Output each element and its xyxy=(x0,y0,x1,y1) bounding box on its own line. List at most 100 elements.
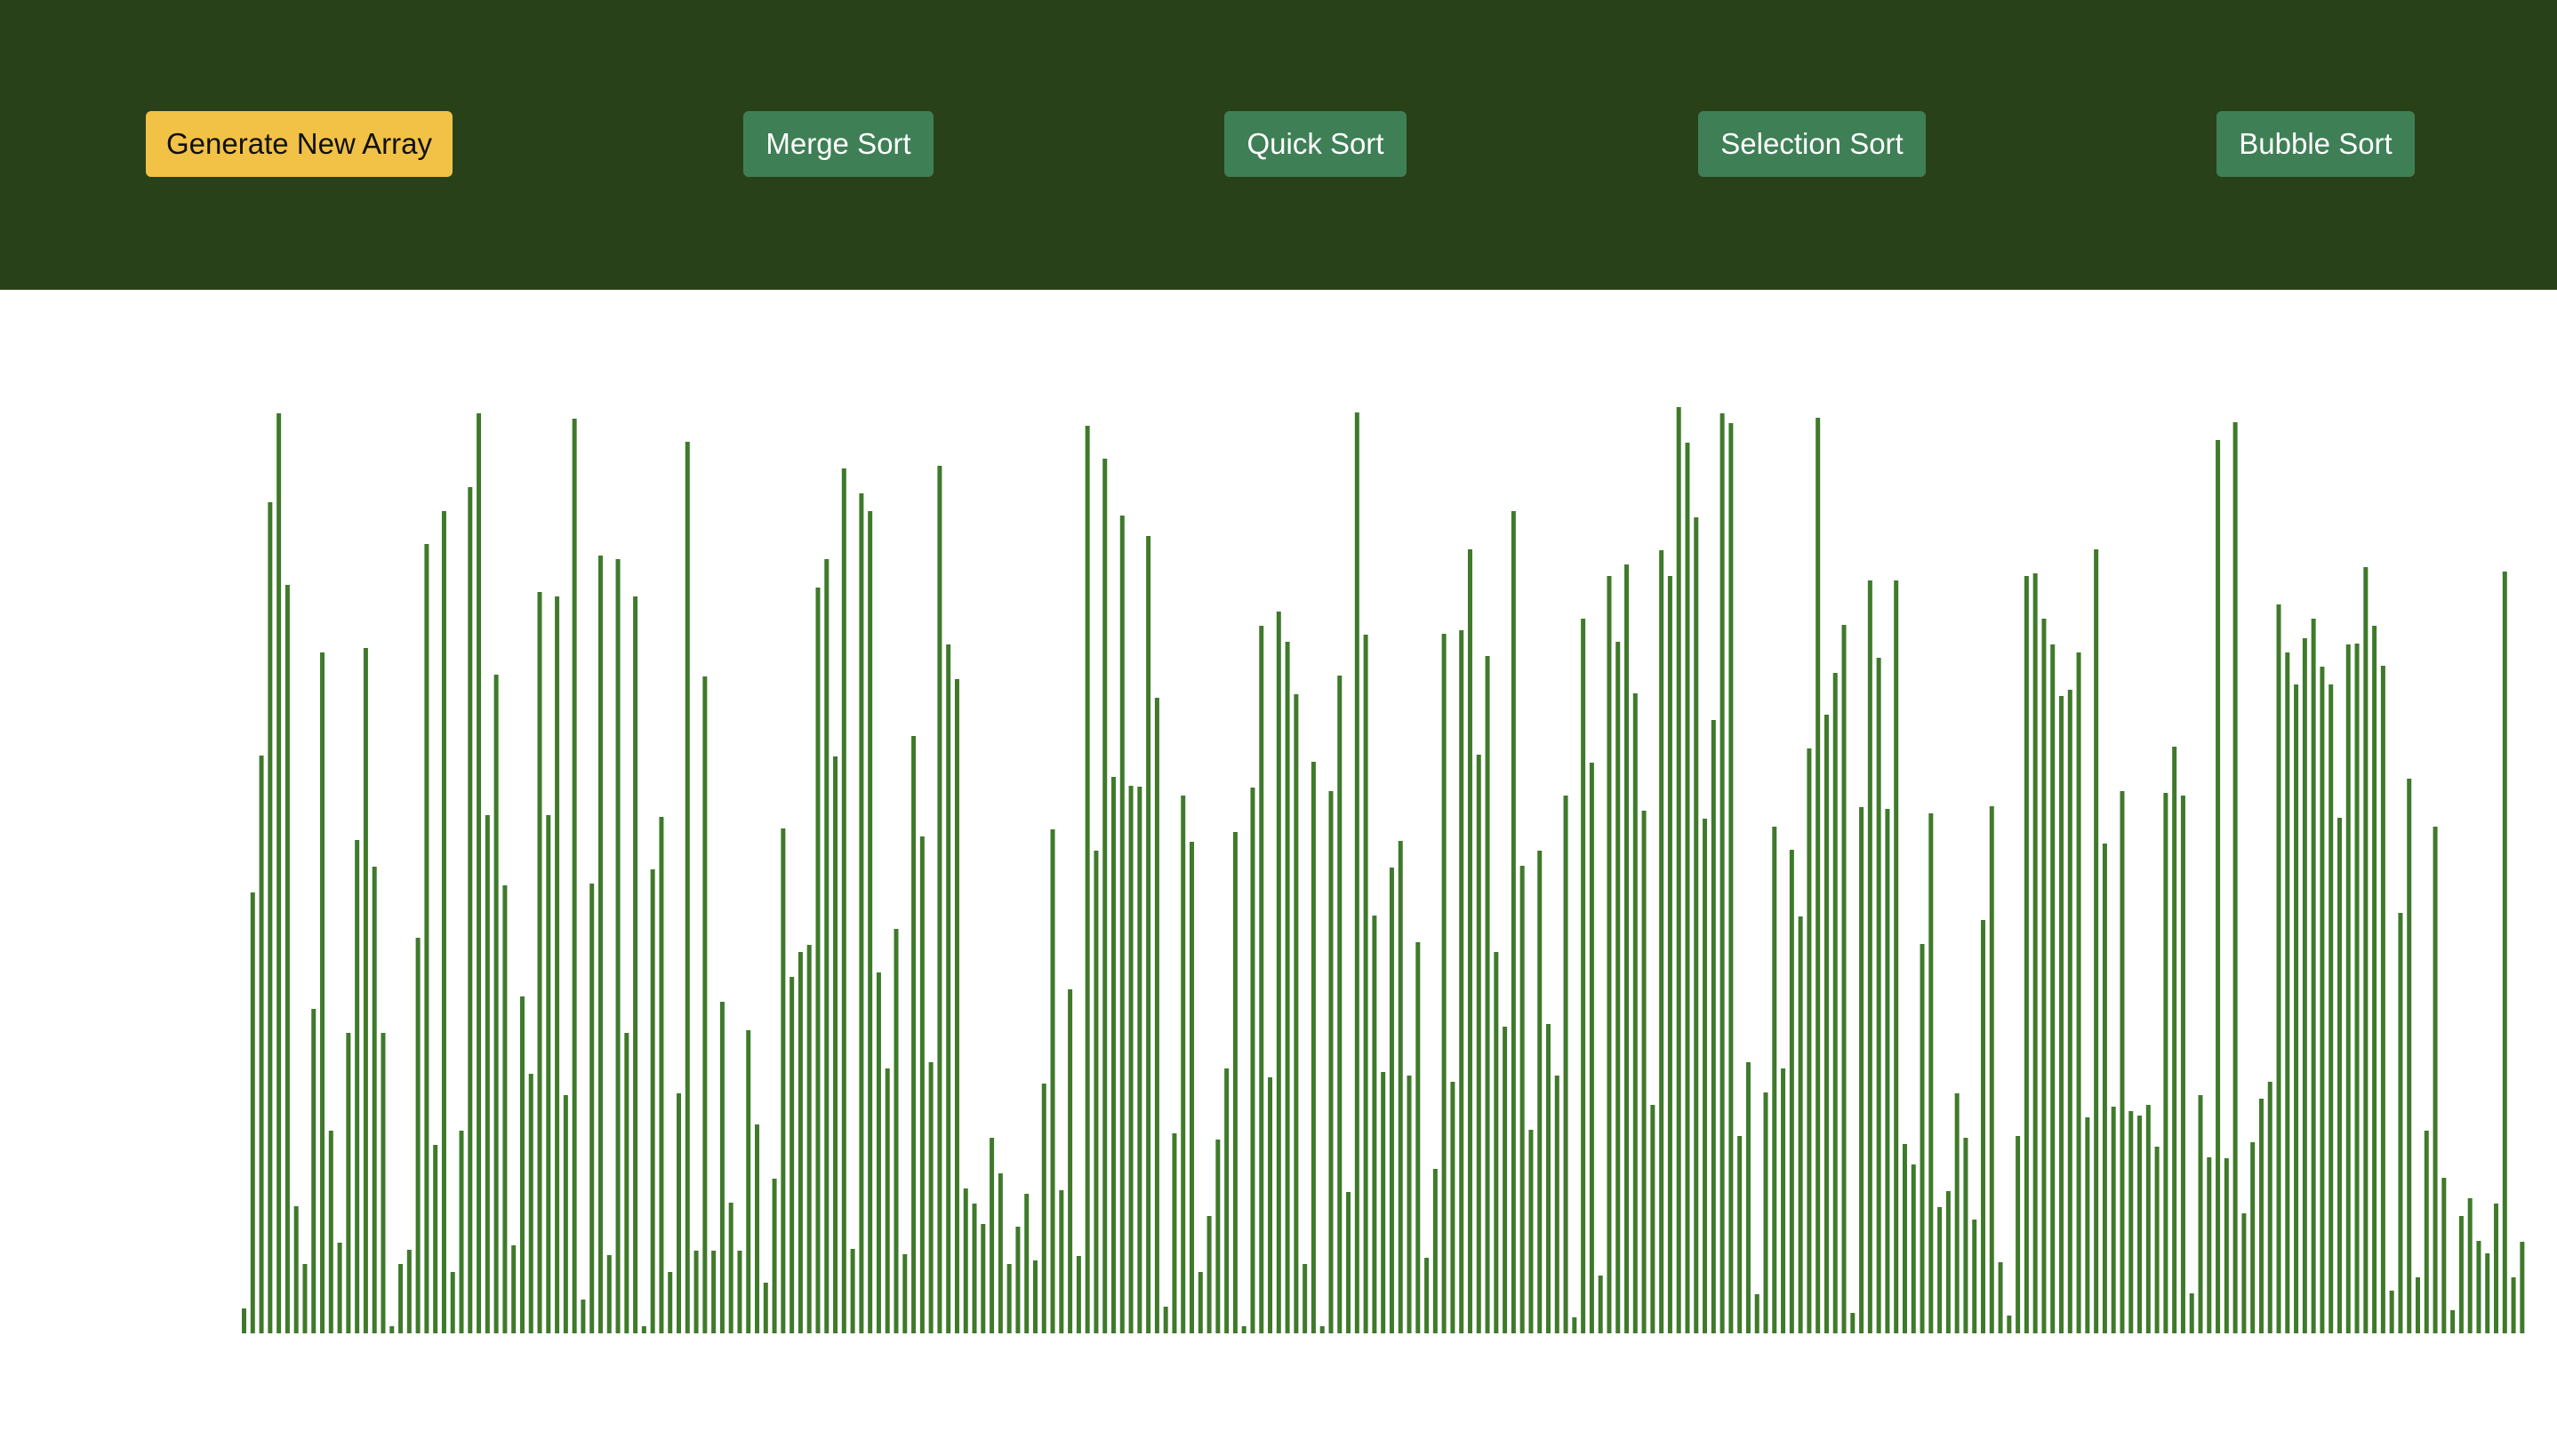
array-bar xyxy=(2198,1095,2203,1333)
array-bar xyxy=(1824,715,1829,1333)
array-bar xyxy=(2363,567,2369,1333)
array-bar xyxy=(1268,1077,1273,1333)
array-bar xyxy=(1667,576,1672,1333)
array-bar xyxy=(2145,1105,2151,1333)
array-bar xyxy=(1094,851,1099,1333)
array-bar xyxy=(1581,619,1586,1333)
array-bar xyxy=(1928,813,1934,1333)
array-bar xyxy=(1181,796,1186,1333)
array-bar xyxy=(2494,1204,2499,1333)
array-bar xyxy=(737,1251,742,1333)
array-bar xyxy=(2476,1241,2481,1333)
array-bar xyxy=(1876,658,1881,1333)
selection-sort-button[interactable]: Selection Sort xyxy=(1698,111,1926,177)
array-bar xyxy=(346,1033,351,1333)
array-bar xyxy=(1676,407,1681,1333)
array-bar xyxy=(502,885,508,1333)
array-bar xyxy=(1424,1258,1430,1333)
array-bar xyxy=(719,1002,725,1333)
array-bar xyxy=(1068,989,1073,1333)
array-bar xyxy=(320,652,325,1333)
array-bar xyxy=(728,1203,733,1333)
array-bar xyxy=(2467,1198,2473,1333)
array-bar xyxy=(2320,667,2325,1333)
bubble-sort-button[interactable]: Bubble Sort xyxy=(2216,111,2415,177)
array-bar xyxy=(2337,818,2342,1333)
array-bar xyxy=(2398,913,2403,1333)
array-bar xyxy=(2250,1142,2256,1333)
array-bar xyxy=(1172,1133,1177,1333)
array-bar xyxy=(1232,832,1238,1333)
array-bar xyxy=(2485,1253,2490,1333)
quick-sort-button[interactable]: Quick Sort xyxy=(1224,111,1407,177)
array-bar xyxy=(1763,1092,1768,1333)
array-bar xyxy=(2241,1213,2247,1333)
array-bar xyxy=(293,1206,299,1333)
array-bar xyxy=(1781,1068,1786,1333)
array-bar xyxy=(702,676,708,1333)
array-bar xyxy=(1102,459,1108,1333)
array-bar xyxy=(1772,827,1777,1333)
array-bar xyxy=(746,1030,751,1333)
array-bar xyxy=(2224,1158,2229,1333)
array-bar xyxy=(1441,634,1447,1333)
array-bar xyxy=(668,1272,673,1333)
array-bar xyxy=(1945,1191,1951,1333)
array-bar xyxy=(2216,440,2221,1333)
array-bar xyxy=(1981,920,1985,1333)
array-bar xyxy=(2059,696,2064,1333)
array-bar xyxy=(311,1009,317,1333)
array-bar xyxy=(615,559,621,1333)
array-bar xyxy=(902,1254,908,1333)
array-bar xyxy=(1041,1084,1046,1333)
array-bar xyxy=(1224,1068,1230,1333)
array-bar xyxy=(963,1188,968,1333)
array-bar xyxy=(1346,1192,1351,1333)
array-bar xyxy=(2433,827,2438,1333)
array-bar xyxy=(2120,791,2125,1333)
array-bar xyxy=(2311,619,2316,1333)
array-bar xyxy=(242,1308,246,1333)
array-bar xyxy=(277,413,282,1333)
array-bar xyxy=(2380,666,2385,1333)
array-bar xyxy=(1920,944,1925,1333)
array-bar xyxy=(2067,690,2072,1333)
array-bar xyxy=(1137,787,1142,1333)
array-bar xyxy=(1154,698,1159,1333)
array-bar xyxy=(928,1062,934,1333)
array-bar xyxy=(1807,748,1812,1333)
array-bar xyxy=(1085,426,1090,1333)
array-bar xyxy=(537,592,542,1333)
array-bar xyxy=(2329,684,2334,1333)
array-bar xyxy=(441,511,446,1333)
array-bar xyxy=(946,644,951,1333)
array-bar xyxy=(1737,1136,1743,1333)
array-bar xyxy=(1528,1130,1534,1333)
array-bar xyxy=(1372,916,1377,1333)
array-bar xyxy=(433,1145,438,1333)
generate-new-array-button[interactable]: Generate New Array xyxy=(146,111,453,177)
array-bar xyxy=(2163,793,2168,1333)
array-bar xyxy=(755,1124,760,1333)
array-bar xyxy=(1163,1307,1168,1333)
array-bar xyxy=(1398,841,1403,1333)
merge-sort-button[interactable]: Merge Sort xyxy=(743,111,934,177)
array-bar xyxy=(2076,652,2081,1333)
array-bar xyxy=(2172,747,2177,1333)
array-bar xyxy=(850,1249,855,1333)
array-bar xyxy=(633,596,638,1333)
array-bar xyxy=(2520,1242,2525,1333)
array-bar xyxy=(2094,549,2099,1333)
array-bar xyxy=(1206,1216,1212,1333)
array-bar xyxy=(1867,580,1872,1333)
array-bar xyxy=(363,648,368,1333)
array-bar xyxy=(1537,851,1543,1333)
array-bar xyxy=(1902,1144,1907,1333)
array-bar xyxy=(581,1300,586,1333)
array-bar xyxy=(259,756,264,1333)
array-bar xyxy=(859,493,864,1333)
array-bar xyxy=(790,977,795,1333)
array-bar xyxy=(398,1264,404,1333)
array-bar xyxy=(1963,1138,1968,1333)
array-bar xyxy=(693,1251,699,1333)
